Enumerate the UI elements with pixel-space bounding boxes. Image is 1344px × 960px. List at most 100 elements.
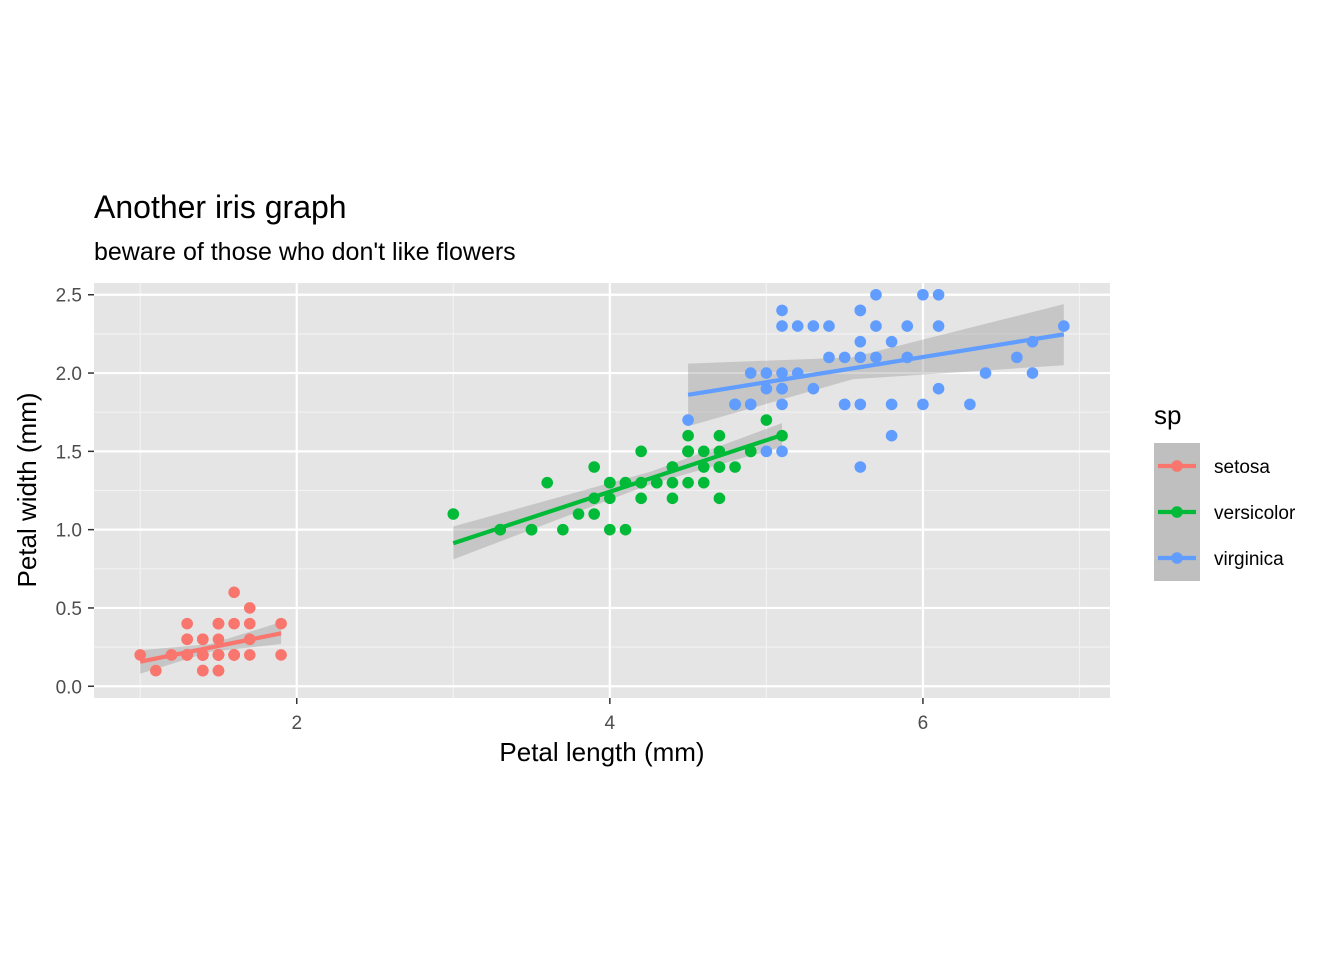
legend-label: virginica: [1214, 549, 1284, 570]
data-point-virginica: [979, 367, 992, 379]
data-point-virginica: [807, 382, 820, 395]
data-point-virginica: [854, 351, 867, 364]
data-point-versicolor: [604, 492, 616, 505]
data-point-virginica: [776, 320, 788, 332]
data-point-versicolor: [713, 461, 726, 473]
data-point-virginica: [885, 335, 898, 348]
data-point-versicolor: [650, 476, 663, 489]
data-point-virginica: [823, 320, 835, 332]
data-point-versicolor: [666, 492, 679, 505]
regression-lines: [139, 332, 1065, 664]
regression-line-virginica: [687, 332, 1065, 397]
legend-key-point: [1171, 552, 1183, 564]
y-tick-label: 2.0: [56, 364, 82, 385]
data-point-virginica: [901, 320, 914, 332]
data-point-versicolor: [588, 508, 600, 520]
data-point-virginica: [854, 461, 867, 473]
data-point-versicolor: [697, 445, 710, 458]
x-tick-label: 6: [918, 713, 929, 734]
y-tick-label: 0.0: [56, 677, 82, 698]
data-point-virginica: [760, 382, 773, 395]
data-point-virginica: [760, 445, 773, 458]
y-tick-label: 0.5: [56, 599, 82, 620]
data-point-virginica: [729, 398, 741, 411]
data-point-virginica: [917, 398, 929, 411]
data-point-virginica: [776, 398, 788, 411]
data-point-virginica: [932, 320, 945, 332]
data-point-virginica: [870, 288, 882, 301]
chart-subtitle: beware of those who don't like flowers: [94, 238, 516, 266]
data-point-setosa: [212, 633, 225, 646]
chart-title: Another iris graph: [94, 189, 347, 225]
legend: sp setosa versicolor virginica: [1154, 400, 1296, 581]
x-tick-label: 4: [605, 713, 616, 734]
data-point-versicolor: [447, 508, 460, 520]
data-point-virginica: [682, 414, 694, 426]
data-point-virginica: [1026, 367, 1039, 379]
data-point-versicolor: [604, 476, 616, 489]
data-point-versicolor: [635, 492, 647, 505]
data-point-setosa: [275, 617, 287, 630]
legend-keys: setosa versicolor virginica: [1154, 443, 1296, 581]
data-point-versicolor: [729, 461, 741, 473]
data-point-virginica: [776, 445, 788, 458]
data-point-virginica: [870, 351, 882, 364]
data-point-versicolor: [635, 445, 647, 458]
data-point-versicolor: [682, 476, 694, 489]
data-point-versicolor: [666, 476, 679, 489]
data-point-versicolor: [697, 461, 710, 473]
data-point-versicolor: [697, 476, 710, 489]
data-point-setosa: [197, 649, 209, 661]
y-axis-title: Petal width (mm): [12, 392, 42, 587]
data-point-versicolor: [713, 492, 726, 505]
data-point-versicolor: [588, 461, 600, 473]
data-point-virginica: [823, 351, 835, 364]
x-tick-labels: 2 4 6: [291, 713, 928, 734]
legend-key-point: [1171, 460, 1183, 472]
data-point-virginica: [807, 320, 820, 332]
data-point-setosa: [243, 649, 256, 661]
minor-gridlines: [94, 283, 1110, 698]
data-point-setosa: [181, 633, 193, 646]
data-point-setosa: [212, 664, 225, 677]
data-point-virginica: [838, 351, 851, 364]
data-point-versicolor: [682, 445, 694, 458]
y-tick-labels: 0.0 0.5 1.0 1.5 2.0 2.5: [56, 286, 82, 699]
data-point-virginica: [791, 320, 804, 332]
data-point-setosa: [243, 602, 256, 614]
axis-ticks: [88, 293, 924, 704]
data-point-virginica: [885, 398, 898, 411]
regression-line-setosa: [139, 631, 282, 664]
data-point-setosa: [197, 633, 209, 646]
data-point-setosa: [197, 664, 209, 677]
data-point-virginica: [744, 398, 757, 411]
data-point-virginica: [776, 367, 788, 379]
data-point-virginica: [932, 288, 945, 301]
data-point-setosa: [243, 617, 256, 630]
data-point-virginica: [776, 304, 788, 317]
x-tick-label: 2: [291, 713, 302, 734]
data-point-virginica: [854, 335, 867, 348]
y-tick-label: 2.5: [56, 286, 82, 307]
data-point-virginica: [776, 382, 788, 395]
data-point-virginica: [744, 367, 757, 379]
data-point-versicolor: [713, 429, 726, 442]
data-point-versicolor: [541, 476, 554, 489]
data-point-setosa: [228, 617, 240, 630]
data-point-versicolor: [604, 523, 616, 536]
regression-line-versicolor: [452, 433, 783, 546]
data-point-setosa: [212, 617, 225, 630]
y-tick-label: 1.0: [56, 521, 82, 542]
data-point-virginica: [885, 429, 898, 442]
data-point-versicolor: [682, 429, 694, 442]
y-tick-label: 1.5: [56, 442, 82, 463]
data-point-virginica: [1011, 351, 1023, 364]
data-point-setosa: [181, 617, 193, 630]
data-point-setosa: [212, 649, 225, 661]
data-point-setosa: [228, 586, 240, 599]
data-point-virginica: [964, 398, 976, 411]
data-point-versicolor: [557, 523, 569, 536]
data-point-virginica: [932, 382, 945, 395]
data-point-versicolor: [572, 508, 585, 520]
